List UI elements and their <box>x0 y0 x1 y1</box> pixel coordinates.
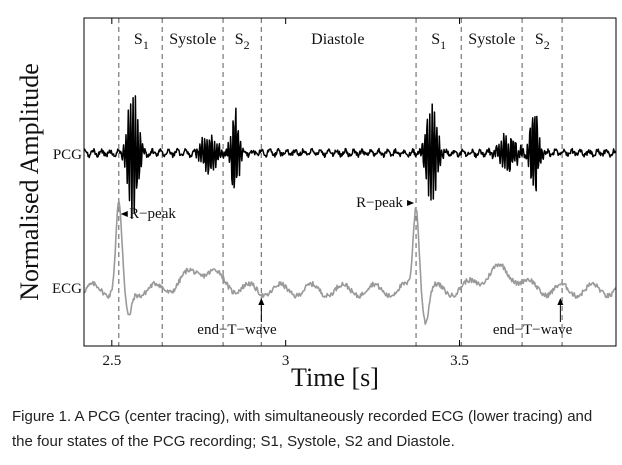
state-label: S2 <box>235 31 250 52</box>
y-axis-label: Normalised Amplitude <box>15 63 44 301</box>
series-label-pcg: PCG <box>53 147 82 163</box>
x-axis-ticks: 2.5 3 3.5 <box>102 18 469 369</box>
plot-frame <box>83 17 617 347</box>
annotation-arrowhead <box>258 298 265 305</box>
x-tick-label: 2.5 <box>102 353 121 369</box>
state-label: S1 <box>431 31 446 52</box>
r-peak-annotation: R−peak <box>356 195 403 211</box>
figure-caption: Figure 1. A PCG (center tracing), with s… <box>12 408 593 450</box>
end-t-wave-annotation: end−T−wave <box>197 322 277 338</box>
state-label: Systole <box>468 31 515 48</box>
state-label: S2 <box>535 31 550 52</box>
state-label: Systole <box>169 31 216 48</box>
state-label: S1 <box>134 31 149 52</box>
x-tick-label: 3 <box>282 353 290 369</box>
state-boundary-lines <box>118 18 563 346</box>
pcg-trace <box>83 95 617 219</box>
pcg-ecg-figure: S1 Systole S2 Diastole S1 Systole S2 PCG ECG R… <box>15 17 617 392</box>
x-axis-label: Time [s] <box>291 363 379 392</box>
end-t-wave-annotation: end−T−wave <box>493 322 573 338</box>
annotation-arrowhead <box>557 298 564 305</box>
series-label-ecg: ECG <box>52 281 82 297</box>
state-labels: S1 Systole S2 Diastole S1 Systole S2 <box>134 31 550 52</box>
annotation-arrowhead <box>407 200 415 206</box>
ecg-trace <box>83 200 617 325</box>
x-tick-label: 3.5 <box>450 353 469 369</box>
state-label: Diastole <box>311 31 364 48</box>
r-peak-annotation: R−peak <box>129 206 176 222</box>
annotations: R−peak R−peak end−T−wave end−T−wave <box>120 195 573 338</box>
annotation-arrowhead <box>120 211 128 217</box>
